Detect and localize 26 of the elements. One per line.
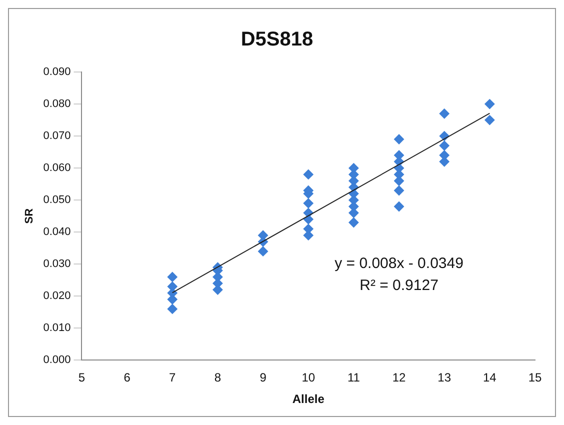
y-tick-label: 0.010 [43,322,71,334]
annotation: y = 0.008x - 0.0349 [334,254,464,272]
x-tick-label: 13 [438,370,452,385]
y-tick-label: 0.090 [43,66,71,78]
x-tick-label: 8 [214,370,222,385]
y-tick-label: 0.020 [43,290,71,302]
x-tick-label: 6 [124,370,131,385]
y-tick-label: 0.000 [43,354,71,366]
y-tick-label: 0.030 [43,258,71,270]
x-tick-label: 5 [78,370,86,385]
annotation: R² = 0.9127 [360,276,438,294]
y-tick-label: 0.050 [43,194,71,206]
x-tick-label: 7 [169,370,176,385]
x-tick-label: 10 [302,370,316,385]
x-axis-title: Allele [292,392,325,406]
x-tick-label: 14 [482,370,497,385]
x-tick-label: 15 [528,370,542,385]
y-tick-label: 0.070 [43,130,71,142]
y-tick-label: 0.080 [43,98,71,110]
y-axis-title: SR [24,208,36,224]
x-tick-label: 12 [392,370,406,385]
y-tick-label: 0.060 [43,162,71,174]
x-tick-label: 9 [260,370,267,385]
y-tick-label: 0.040 [43,226,71,238]
chart-title: D5S818 [240,28,314,51]
x-tick-label: 11 [347,370,360,385]
